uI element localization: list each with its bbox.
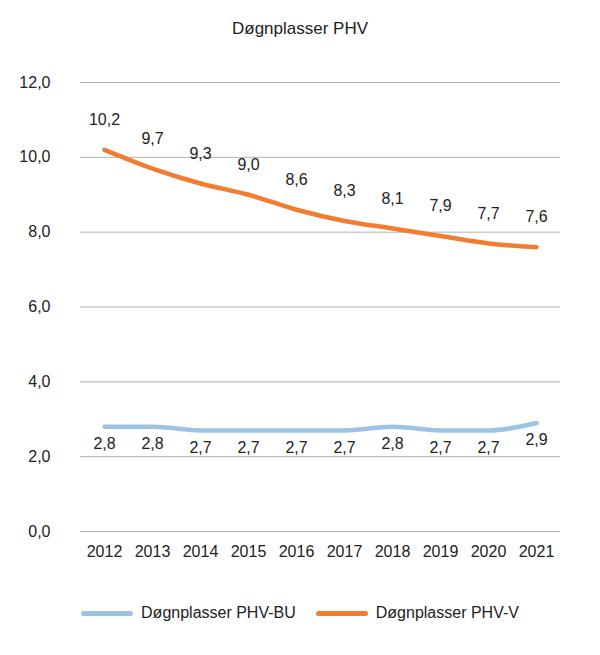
svg-text:8,0: 8,0 <box>28 223 50 240</box>
svg-text:8,3: 8,3 <box>333 182 355 199</box>
svg-text:7,6: 7,6 <box>525 208 547 225</box>
svg-text:2016: 2016 <box>279 543 315 560</box>
svg-text:2019: 2019 <box>423 543 459 560</box>
svg-text:7,7: 7,7 <box>477 205 499 222</box>
svg-text:2,7: 2,7 <box>333 439 355 456</box>
svg-text:2,7: 2,7 <box>477 439 499 456</box>
svg-text:9,0: 9,0 <box>237 156 259 173</box>
svg-text:8,1: 8,1 <box>381 190 403 207</box>
svg-text:12,0: 12,0 <box>19 74 50 91</box>
svg-text:0,0: 0,0 <box>28 523 50 540</box>
svg-text:2,7: 2,7 <box>429 439 451 456</box>
svg-text:6,0: 6,0 <box>28 298 50 315</box>
svg-text:2,7: 2,7 <box>189 439 211 456</box>
html-text:Døgnplasser PHV-BU: Døgnplasser PHV-BU <box>141 604 296 621</box>
svg-text:2013: 2013 <box>135 543 171 560</box>
svg-text:2015: 2015 <box>231 543 267 560</box>
html-text:Døgnplasser PHV: Døgnplasser PHV <box>232 19 368 38</box>
svg-text:2,8: 2,8 <box>141 435 163 452</box>
svg-text:9,3: 9,3 <box>189 145 211 162</box>
svg-text:2012: 2012 <box>87 543 123 560</box>
svg-text:2020: 2020 <box>471 543 507 560</box>
svg-text:2021: 2021 <box>519 543 555 560</box>
svg-text:10,2: 10,2 <box>89 111 120 128</box>
svg-text:2,7: 2,7 <box>237 439 259 456</box>
svg-text:2018: 2018 <box>375 543 411 560</box>
svg-text:7,9: 7,9 <box>429 197 451 214</box>
svg-text:2,0: 2,0 <box>28 448 50 465</box>
svg-text:2,8: 2,8 <box>93 435 115 452</box>
svg-text:2,8: 2,8 <box>381 435 403 452</box>
svg-text:4,0: 4,0 <box>28 373 50 390</box>
svg-text:2,9: 2,9 <box>525 431 547 448</box>
svg-text:9,7: 9,7 <box>141 130 163 147</box>
svg-text:2,7: 2,7 <box>285 439 307 456</box>
svg-text:2017: 2017 <box>327 543 363 560</box>
svg-text:8,6: 8,6 <box>285 171 307 188</box>
svg-text:2014: 2014 <box>183 543 219 560</box>
svg-text:10,0: 10,0 <box>19 148 50 165</box>
html-text:Døgnplasser PHV-V: Døgnplasser PHV-V <box>375 604 519 621</box>
